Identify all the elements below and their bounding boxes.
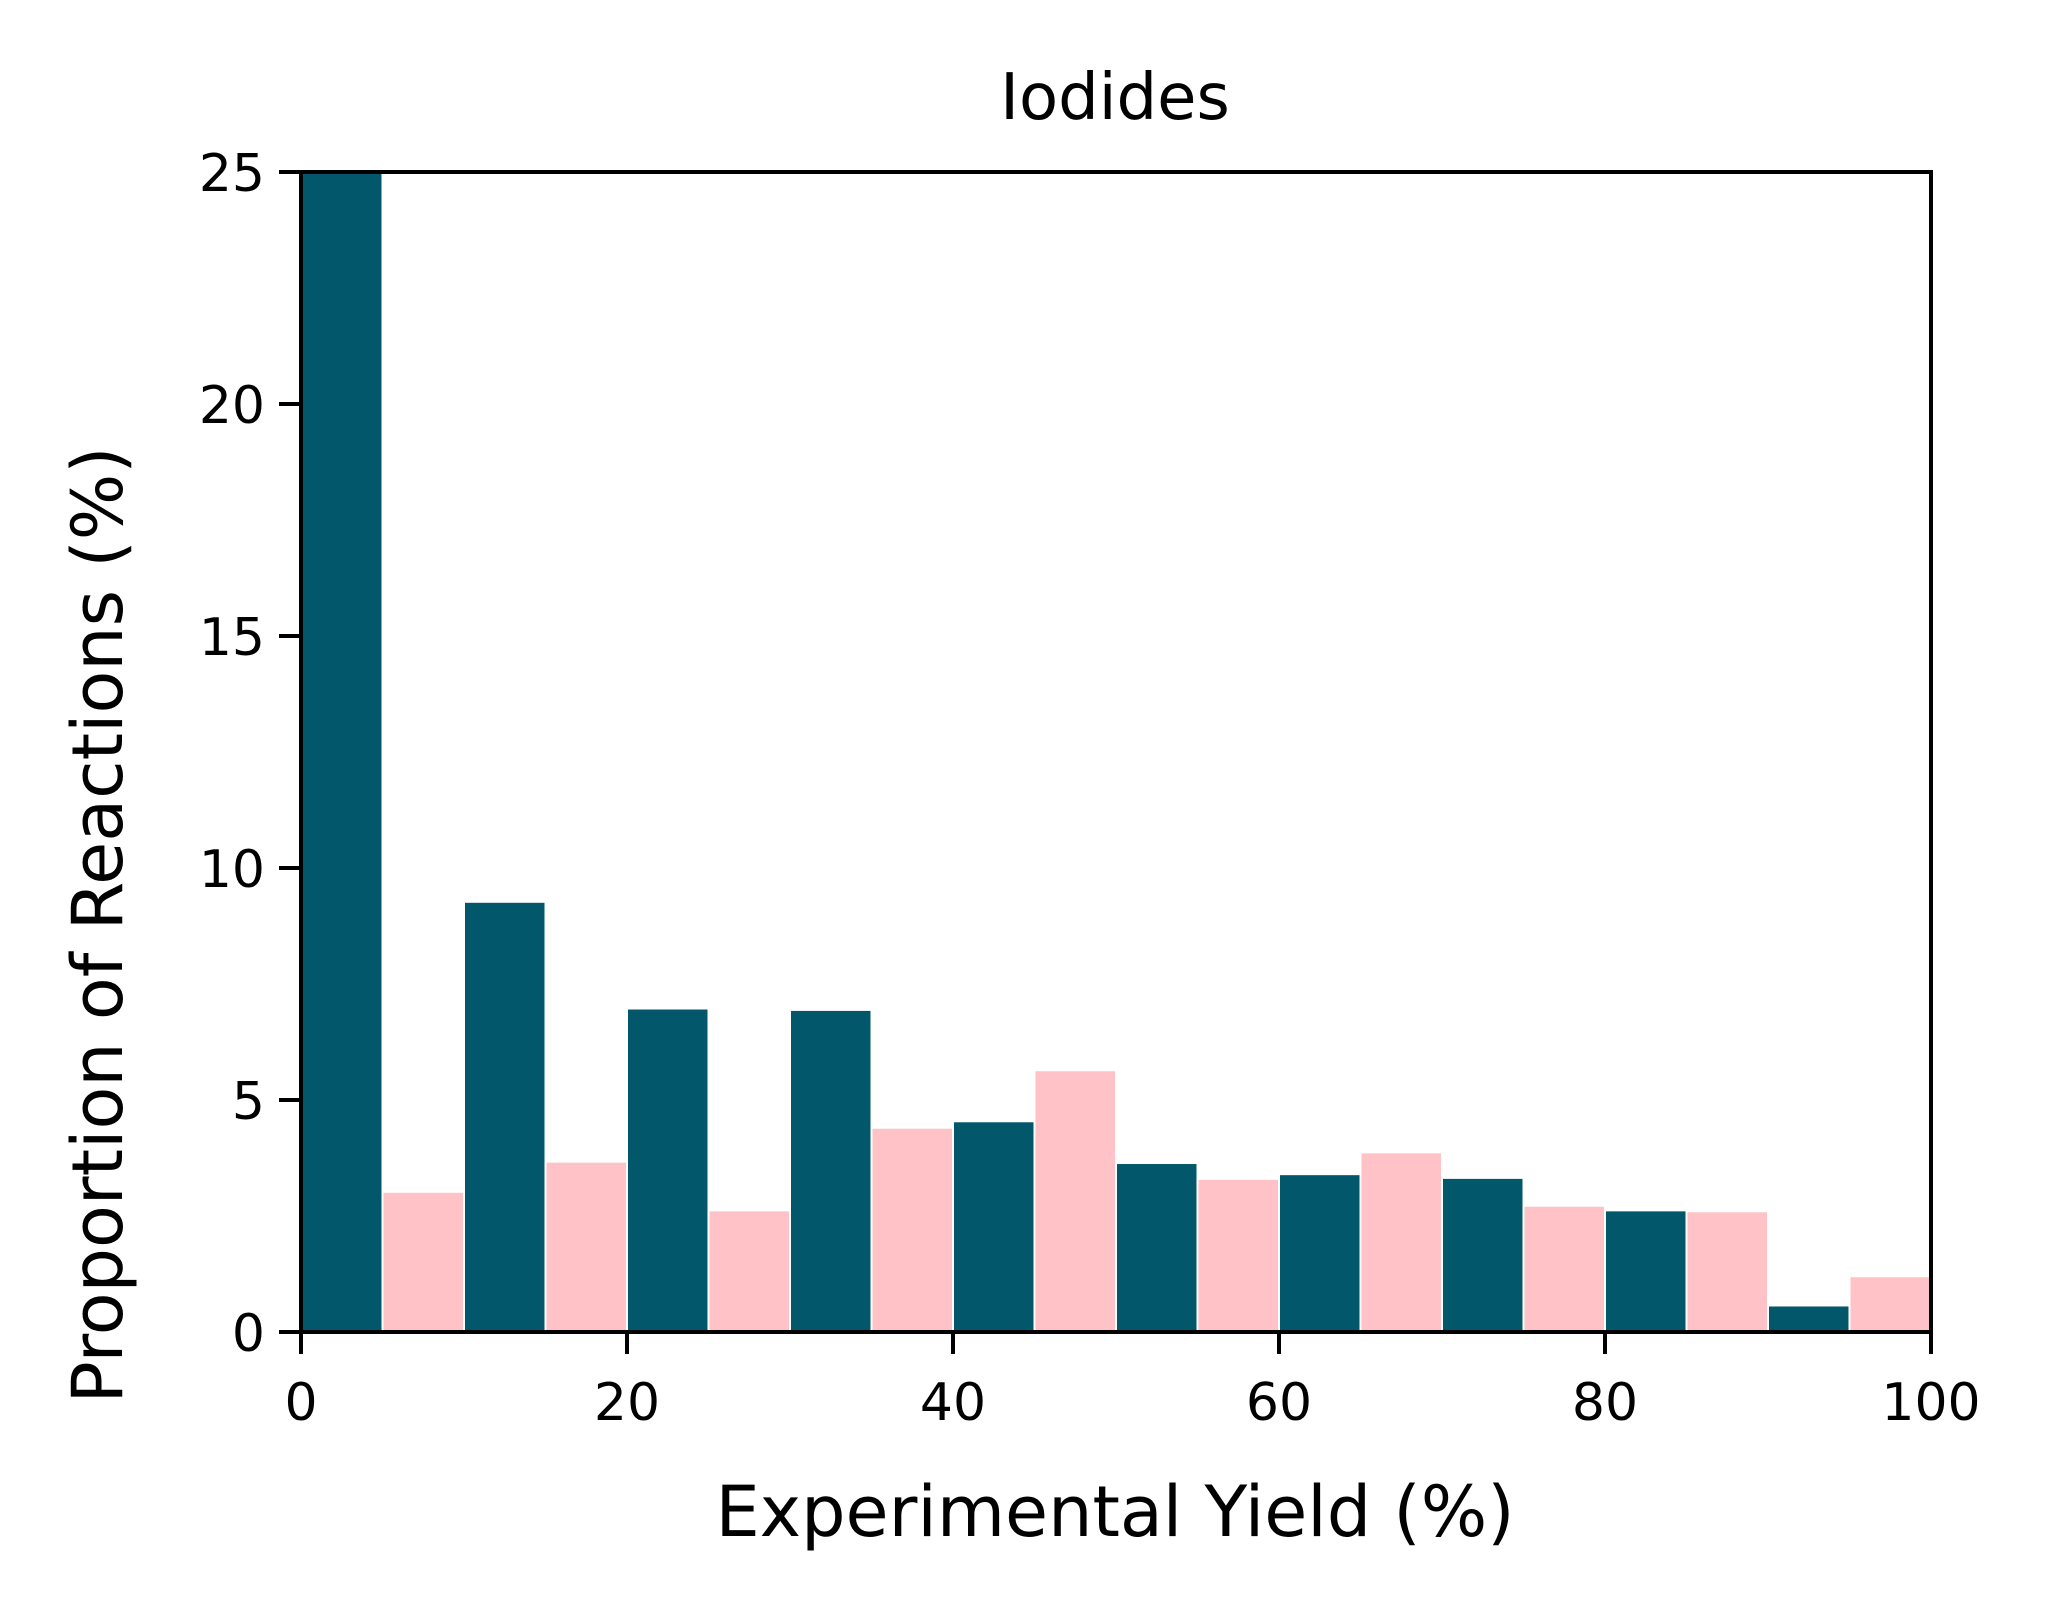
bar-40-45 bbox=[954, 1122, 1034, 1332]
x-tick-label-80: 80 bbox=[1572, 1373, 1638, 1433]
bar-35-40 bbox=[872, 1128, 952, 1332]
y-tick-label-20: 20 bbox=[199, 376, 265, 436]
x-tick-label-20: 20 bbox=[594, 1373, 660, 1433]
bar-70-75 bbox=[1443, 1178, 1523, 1332]
bar-25-30 bbox=[709, 1211, 789, 1332]
bar-10-15 bbox=[465, 902, 545, 1332]
y-tick-label-0: 0 bbox=[232, 1304, 265, 1364]
bar-55-60 bbox=[1198, 1179, 1278, 1332]
plot-area-frame bbox=[299, 170, 1933, 1334]
y-tick-label-25: 25 bbox=[199, 144, 265, 204]
bar-50-55 bbox=[1117, 1164, 1197, 1332]
x-axis-label: Experimental Yield (%) bbox=[715, 1471, 1514, 1553]
bar-80-85 bbox=[1606, 1211, 1686, 1332]
y-tick-label-5: 5 bbox=[232, 1072, 265, 1132]
ticks-layer: 0 20 40 60 80 100 0 5 10 15 20 25 bbox=[199, 144, 1981, 1433]
y-axis-label: Proportion of Reactions (%) bbox=[57, 446, 139, 1403]
y-tick-label-10: 10 bbox=[199, 840, 265, 900]
bars-layer bbox=[302, 172, 1930, 1332]
bar-60-65 bbox=[1280, 1175, 1360, 1332]
bar-95-100 bbox=[1850, 1277, 1930, 1332]
bar-65-70 bbox=[1361, 1153, 1441, 1332]
bar-90-95 bbox=[1769, 1306, 1849, 1332]
bar-20-25 bbox=[628, 1009, 708, 1332]
bar-75-80 bbox=[1524, 1206, 1604, 1332]
y-tick-label-15: 15 bbox=[199, 608, 265, 668]
x-tick-label-100: 100 bbox=[1881, 1373, 1980, 1433]
x-tick-label-0: 0 bbox=[284, 1373, 317, 1433]
bar-85-90 bbox=[1687, 1212, 1767, 1332]
bar-15-20 bbox=[546, 1162, 626, 1332]
x-tick-label-60: 60 bbox=[1246, 1373, 1312, 1433]
bar-5-10 bbox=[383, 1192, 463, 1332]
bar-30-35 bbox=[791, 1010, 871, 1332]
bar-45-50 bbox=[1035, 1071, 1115, 1332]
bar-0-5 bbox=[302, 172, 382, 1332]
x-tick-label-40: 40 bbox=[920, 1373, 986, 1433]
chart-title: Iodides bbox=[1000, 61, 1230, 135]
